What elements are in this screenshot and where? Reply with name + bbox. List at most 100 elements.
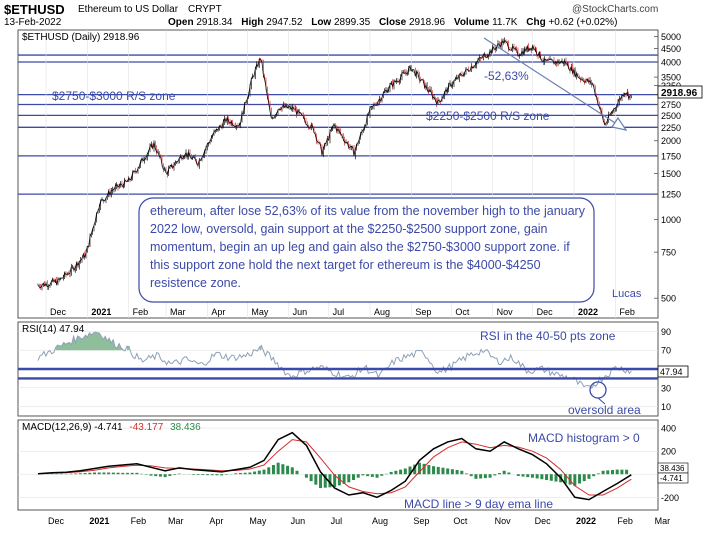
x-axis-label: Nov — [495, 516, 512, 526]
price-x-label: Nov — [497, 307, 514, 317]
macd-hist-bar — [521, 474, 525, 477]
macd-hist-bar — [497, 473, 501, 475]
rsi-overbought-fills — [55, 332, 262, 351]
x-axis-labels: Dec 2021 Feb Mar Apr May Jun Jul Aug Sep Oct Nov Dec… — [48, 516, 670, 526]
macd-hist-bar — [116, 472, 120, 475]
price-tick-label: 2250 — [661, 123, 681, 133]
macd-hist-bar — [304, 474, 308, 478]
macd-hist-bar — [502, 470, 506, 475]
macd-hist-bar — [540, 474, 544, 480]
price-tick-label: 2500 — [661, 111, 681, 121]
macd-tick-label: 200 — [661, 447, 676, 457]
macd-hist-bar — [168, 474, 172, 476]
macd-hist-bar — [196, 474, 200, 475]
chg-label: Chg — [526, 17, 546, 28]
macd-hist-bar — [243, 472, 247, 475]
x-axis-label: Jun — [291, 516, 306, 526]
price-tick-label: 2750 — [661, 100, 681, 110]
macd-hist-bar — [399, 469, 403, 475]
ticker-name: Ethereum to US Dollar — [78, 4, 179, 15]
macd-hist-bar — [309, 474, 313, 482]
x-axis-label: Aug — [372, 516, 388, 526]
macd-hist-bar — [370, 474, 374, 477]
macd-hist-bar — [625, 469, 629, 475]
exchange-label: CRYPT — [188, 4, 222, 15]
macd-hist-bar — [102, 472, 106, 475]
low-value: 2899.35 — [334, 17, 371, 28]
macd-hist-bar — [328, 474, 332, 488]
macd-hist-bar — [107, 472, 111, 475]
macd-hist-bar — [177, 473, 181, 475]
macd-hist-bar — [596, 473, 600, 475]
macd-hist-bar — [610, 470, 614, 475]
macd-hist-bar — [352, 474, 356, 480]
price-x-label: May — [251, 307, 269, 317]
price-x-label: Sep — [415, 307, 431, 317]
open-label: Open — [168, 17, 194, 28]
chg-value: +0.62 (+0.02%) — [548, 17, 618, 28]
macd-hist-bar — [403, 468, 407, 475]
high-value: 2947.52 — [266, 17, 303, 28]
macd-hist-bar — [615, 469, 619, 475]
volume-value: 11.7K — [492, 17, 518, 28]
price-tick-label: 4500 — [661, 44, 681, 54]
chart-date: 13-Feb-2022 — [4, 17, 62, 28]
macd-hist-bar — [173, 474, 177, 475]
author-signature: Lucas — [612, 288, 642, 300]
macd-hist-bar — [516, 474, 520, 476]
open-value: 2918.34 — [196, 17, 233, 28]
macd-hist-bar — [158, 474, 162, 477]
macd-hist-bar — [125, 472, 129, 475]
macd-hist-bar — [314, 474, 318, 485]
macd-hist-bar — [135, 472, 139, 475]
macd-hist-bar — [493, 474, 497, 476]
macd-hist-bar — [592, 474, 596, 477]
oversold-pointer — [597, 397, 606, 405]
macd-hist-bar — [375, 474, 379, 478]
macd-hist-bar — [601, 470, 605, 475]
price-tick-label: 750 — [661, 248, 676, 258]
macd-hist-bar — [582, 474, 586, 482]
price-tick-label: 3500 — [661, 73, 681, 83]
macd-hist-bar — [573, 474, 577, 486]
rsi-last-badge — [657, 365, 689, 378]
rsi-overbought-fill — [127, 346, 129, 351]
macd-hist-bar — [191, 474, 195, 475]
macd-hist-bar — [432, 466, 436, 475]
x-axis-label: Dec — [535, 516, 552, 526]
macd-hist-bar — [290, 467, 294, 475]
macd-last-badge — [657, 472, 689, 484]
macd-hist-bar — [333, 474, 337, 487]
macd-hist-bar — [210, 474, 214, 476]
macd-hist-bar — [563, 474, 567, 484]
macd-hist-bar — [530, 474, 534, 478]
macd-hist-bar — [319, 474, 323, 489]
macd-hist-bar — [74, 473, 78, 475]
comment-text: ethereum, after lose 52,63% of its value… — [150, 204, 585, 290]
price-tick-label: 1000 — [661, 215, 681, 225]
macd-hist-bar — [347, 474, 351, 483]
macd-tick-label: 400 — [661, 424, 676, 434]
macd-hist-bar — [620, 469, 624, 475]
price-x-label: Aug — [374, 307, 390, 317]
legend-macd: MACD(12,26,9) -4.741 -43.177 38.436 — [22, 422, 201, 433]
price-tick-label: 1750 — [661, 151, 681, 161]
annotation-upper-zone: $2750-$3000 R/S zone — [52, 89, 176, 103]
rsi-overbought-fill — [55, 332, 124, 351]
macd-hist-bar — [545, 474, 549, 480]
macd-line — [37, 431, 632, 501]
macd-hist-bar — [474, 474, 478, 479]
legend-macd-signal: -43.177 — [129, 422, 163, 433]
macd-hist-bar — [455, 470, 459, 475]
volume-label: Volume — [453, 17, 490, 28]
macd-hist-bar — [111, 472, 115, 475]
macd-hist-bar — [93, 472, 97, 475]
x-axis-label: Feb — [617, 516, 633, 526]
legend-price: $ETHUSD (Daily) 2918.96 — [22, 32, 140, 43]
macd-hist-bar — [427, 465, 431, 475]
macd-hist-bar — [83, 473, 87, 475]
price-x-label: 2022 — [578, 307, 598, 317]
macd-hist-bar — [69, 473, 73, 475]
annotation-decline-pct: -52,63% — [484, 69, 529, 83]
macd-hist-bar — [248, 472, 252, 475]
